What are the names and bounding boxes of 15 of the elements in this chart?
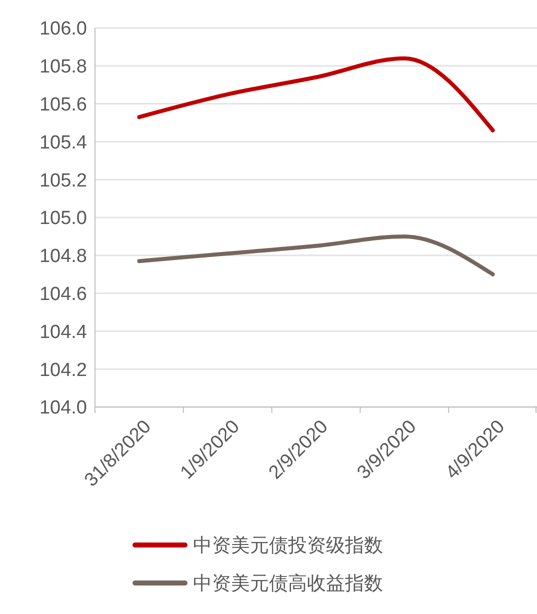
y-tick-label: 104.4 [39, 322, 88, 343]
y-tick-label: 104.2 [39, 360, 87, 381]
y-tick-label: 106.0 [39, 18, 87, 40]
y-tick-label: 104.6 [39, 284, 87, 305]
y-tick-label: 105.8 [39, 56, 87, 78]
y-tick-label: 105.0 [39, 208, 87, 230]
line-series [137, 56, 495, 132]
y-tick-label: 105.4 [39, 132, 88, 154]
legend-label: 中资美元债高收益指数 [193, 572, 383, 595]
legend-label: 中资美元债投资级指数 [193, 534, 383, 557]
y-tick-label: 104.8 [39, 246, 87, 268]
y-tick-label: 105.2 [39, 170, 87, 192]
line-series [137, 234, 495, 276]
y-tick-label: 104.0 [39, 398, 87, 419]
y-tick-label: 105.6 [39, 94, 87, 116]
